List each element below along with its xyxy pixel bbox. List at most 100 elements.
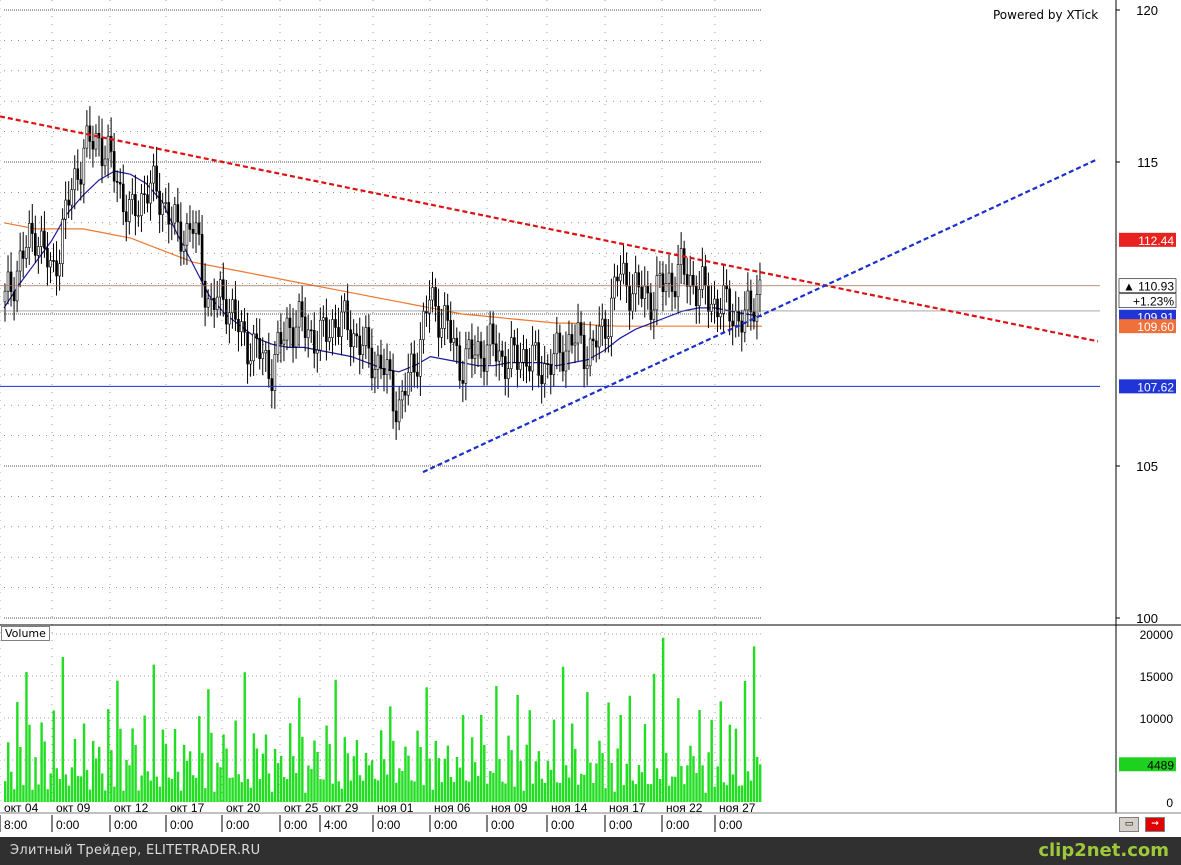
volume-bar xyxy=(301,736,304,802)
x-tick-label: окт 17 xyxy=(170,801,205,815)
candle-body xyxy=(118,182,122,185)
candle-body xyxy=(315,349,319,354)
volume-bar xyxy=(458,767,462,802)
candle-body xyxy=(667,272,671,284)
candle-body xyxy=(479,341,483,359)
x-tick-time-label: 0:00 xyxy=(226,818,250,832)
volume-bar xyxy=(467,781,471,802)
candle-body xyxy=(306,329,310,339)
volume-bar xyxy=(295,773,298,802)
candle-body xyxy=(388,359,392,372)
volume-bar xyxy=(713,786,716,802)
volume-bar xyxy=(119,728,122,802)
candle-body xyxy=(409,353,413,373)
candle-body xyxy=(43,230,46,249)
candle-body xyxy=(591,338,595,342)
volume-bar xyxy=(752,646,756,802)
candle-body xyxy=(106,135,110,160)
exit-arrow-icon[interactable]: → xyxy=(1145,817,1165,832)
candle-body xyxy=(267,350,271,379)
volume-bar xyxy=(40,722,43,802)
candle-body xyxy=(182,244,186,252)
candle-body xyxy=(749,290,753,313)
candle-body xyxy=(161,202,164,215)
candle-body xyxy=(367,327,371,349)
candle-body xyxy=(200,234,204,282)
candle-body xyxy=(510,337,513,369)
candle-body xyxy=(185,223,189,246)
candle-body xyxy=(228,312,231,325)
volume-bar xyxy=(179,790,183,802)
candle-body xyxy=(85,125,89,149)
volume-bar xyxy=(128,765,131,802)
x-tick-label: окт 12 xyxy=(114,801,149,815)
volume-bar xyxy=(282,777,286,802)
volume-bar xyxy=(37,784,40,802)
volume-bar xyxy=(695,773,698,802)
candle-body xyxy=(76,168,80,180)
volume-bar xyxy=(116,680,119,802)
price-label-box xyxy=(1118,278,1177,294)
volume-bar xyxy=(677,698,680,802)
candle-body xyxy=(616,276,619,282)
candle-body xyxy=(164,202,167,204)
candle-body xyxy=(707,285,710,312)
volume-bar xyxy=(483,744,486,802)
x-tick-label: окт 09 xyxy=(56,801,91,815)
candle-body xyxy=(249,360,252,365)
volume-bar xyxy=(637,765,641,802)
candle-body xyxy=(513,337,516,346)
volume-bar xyxy=(358,775,362,802)
candle-body xyxy=(215,296,219,310)
candle-body xyxy=(328,337,331,342)
candle-body xyxy=(470,339,474,359)
candle-body xyxy=(585,365,589,369)
candle-body xyxy=(149,182,152,204)
volume-bar xyxy=(201,753,204,802)
volume-bar xyxy=(398,768,401,802)
volume-bar xyxy=(555,782,559,802)
candle-body xyxy=(570,334,574,346)
candle-body xyxy=(27,222,31,248)
volume-bar xyxy=(173,729,177,802)
candle-body xyxy=(155,165,158,192)
volume-bar xyxy=(640,772,644,802)
candle-body xyxy=(240,321,243,333)
volume-bar xyxy=(328,744,331,802)
y-tick-label: 120 xyxy=(1136,3,1158,18)
candle-body xyxy=(452,337,456,343)
candle-body xyxy=(337,327,340,337)
volume-bar xyxy=(437,758,441,802)
volume-bar xyxy=(519,760,522,802)
volume-bar xyxy=(319,779,322,802)
volume-tick-label: 0 xyxy=(1166,796,1173,810)
volume-bar xyxy=(198,716,201,802)
volume-bar xyxy=(407,755,410,802)
volume-bar xyxy=(113,786,116,802)
candle-body xyxy=(121,183,125,213)
volume-bar xyxy=(349,780,353,802)
candle-body xyxy=(124,211,128,222)
candle-body xyxy=(400,390,404,401)
volume-bar xyxy=(104,790,107,802)
candle-body xyxy=(46,247,49,268)
candle-body xyxy=(610,297,613,337)
candle-body xyxy=(716,298,719,318)
volume-bar xyxy=(195,777,198,802)
candle-body xyxy=(491,323,495,345)
candle-body xyxy=(364,327,368,346)
candle-body xyxy=(270,378,274,391)
volume-bar xyxy=(649,784,653,802)
volume-bar xyxy=(10,771,13,802)
candle-body xyxy=(188,223,192,230)
candle-body xyxy=(79,179,83,185)
volume-bar xyxy=(261,753,265,802)
x-tick-time-label: 8:00 xyxy=(4,818,28,832)
candle-body xyxy=(528,366,531,372)
volume-bar xyxy=(476,776,480,802)
volume-bar xyxy=(13,789,16,802)
scroll-icon[interactable]: ▭ xyxy=(1119,817,1139,832)
volume-bar xyxy=(658,779,662,802)
volume-bar xyxy=(4,781,7,802)
candle-body xyxy=(52,260,55,262)
